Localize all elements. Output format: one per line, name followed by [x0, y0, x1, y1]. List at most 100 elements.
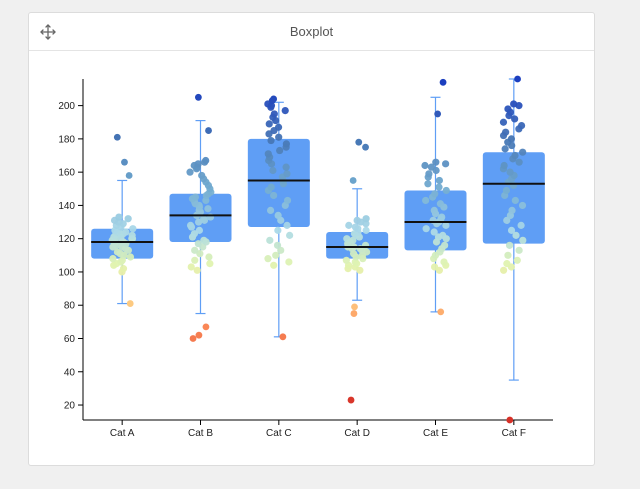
- data-point[interactable]: [109, 255, 117, 263]
- data-point[interactable]: [285, 258, 293, 266]
- data-point[interactable]: [430, 228, 438, 236]
- data-point[interactable]: [440, 258, 448, 266]
- data-point[interactable]: [206, 260, 214, 268]
- data-point[interactable]: [264, 255, 272, 263]
- data-point[interactable]: [196, 250, 204, 258]
- outlier-point[interactable]: [439, 78, 447, 86]
- data-point[interactable]: [126, 253, 135, 261]
- data-point[interactable]: [442, 160, 450, 168]
- data-point[interactable]: [502, 186, 511, 195]
- data-point[interactable]: [511, 196, 519, 205]
- data-point[interactable]: [119, 265, 128, 273]
- data-point[interactable]: [194, 160, 202, 168]
- data-point[interactable]: [191, 246, 199, 254]
- data-point[interactable]: [427, 163, 436, 171]
- data-point[interactable]: [286, 231, 294, 239]
- data-point[interactable]: [124, 215, 132, 223]
- data-point[interactable]: [343, 235, 351, 243]
- data-point[interactable]: [191, 193, 200, 201]
- data-point[interactable]: [517, 121, 526, 130]
- outlier-point[interactable]: [195, 331, 203, 339]
- data-point[interactable]: [265, 120, 273, 128]
- data-point[interactable]: [200, 236, 208, 244]
- data-point[interactable]: [283, 170, 291, 178]
- data-point[interactable]: [422, 196, 430, 205]
- data-point[interactable]: [499, 118, 508, 126]
- data-point[interactable]: [200, 215, 208, 223]
- data-point[interactable]: [204, 205, 212, 213]
- data-point[interactable]: [269, 166, 277, 175]
- data-point[interactable]: [194, 218, 203, 226]
- data-point[interactable]: [273, 241, 282, 249]
- data-point[interactable]: [507, 226, 516, 234]
- data-point[interactable]: [505, 241, 514, 249]
- data-point[interactable]: [422, 225, 430, 233]
- data-point[interactable]: [193, 266, 201, 274]
- data-point[interactable]: [202, 156, 210, 165]
- data-point[interactable]: [282, 140, 290, 148]
- data-point[interactable]: [435, 183, 443, 191]
- data-point[interactable]: [282, 163, 290, 171]
- data-point[interactable]: [274, 123, 283, 131]
- data-point[interactable]: [507, 135, 516, 143]
- data-point[interactable]: [435, 176, 443, 185]
- data-point[interactable]: [194, 240, 202, 248]
- data-point[interactable]: [431, 190, 439, 198]
- outlier-point[interactable]: [113, 133, 121, 141]
- data-point[interactable]: [511, 151, 519, 160]
- data-point[interactable]: [510, 100, 518, 108]
- data-point[interactable]: [187, 263, 195, 271]
- outlier-point[interactable]: [268, 97, 276, 105]
- outlier-point[interactable]: [121, 158, 128, 166]
- data-point[interactable]: [281, 107, 289, 115]
- outlier-point[interactable]: [279, 333, 287, 341]
- data-point[interactable]: [362, 226, 370, 234]
- data-point[interactable]: [266, 236, 274, 244]
- outlier-point[interactable]: [437, 308, 445, 316]
- data-point[interactable]: [436, 200, 444, 208]
- outlier-point[interactable]: [347, 396, 355, 404]
- box-cat-c[interactable]: [247, 138, 310, 228]
- data-point[interactable]: [502, 128, 510, 136]
- data-point[interactable]: [129, 225, 137, 233]
- data-point[interactable]: [500, 161, 508, 170]
- outlier-point[interactable]: [362, 143, 369, 151]
- data-point[interactable]: [512, 231, 520, 239]
- outlier-point[interactable]: [189, 335, 197, 342]
- data-point[interactable]: [513, 256, 521, 264]
- outlier-point[interactable]: [514, 75, 521, 83]
- data-point[interactable]: [113, 248, 122, 256]
- data-point[interactable]: [186, 221, 195, 229]
- data-point[interactable]: [264, 150, 272, 158]
- outlier-point[interactable]: [205, 127, 212, 134]
- data-point[interactable]: [441, 241, 449, 249]
- data-point[interactable]: [191, 256, 199, 264]
- data-point[interactable]: [267, 183, 275, 191]
- outlier-point[interactable]: [350, 310, 358, 317]
- data-point[interactable]: [128, 231, 136, 239]
- data-point[interactable]: [517, 221, 525, 229]
- data-point[interactable]: [519, 148, 527, 156]
- data-point[interactable]: [362, 215, 370, 223]
- data-point[interactable]: [186, 168, 194, 176]
- data-point[interactable]: [504, 251, 512, 259]
- data-point[interactable]: [503, 216, 511, 224]
- outlier-point[interactable]: [202, 323, 210, 331]
- data-point[interactable]: [504, 105, 512, 113]
- data-point[interactable]: [270, 261, 278, 269]
- data-point[interactable]: [345, 221, 353, 229]
- data-point[interactable]: [424, 180, 432, 188]
- data-point[interactable]: [421, 161, 429, 170]
- outlier-point[interactable]: [349, 177, 357, 184]
- data-point[interactable]: [442, 186, 450, 195]
- data-point[interactable]: [274, 226, 282, 234]
- data-point[interactable]: [275, 133, 283, 141]
- data-point[interactable]: [501, 145, 509, 153]
- data-point[interactable]: [432, 158, 440, 166]
- data-point[interactable]: [274, 211, 282, 219]
- data-point[interactable]: [508, 206, 516, 215]
- data-point[interactable]: [515, 246, 523, 254]
- data-point[interactable]: [276, 146, 284, 155]
- outlier-point[interactable]: [125, 172, 133, 179]
- outlier-point[interactable]: [194, 93, 202, 101]
